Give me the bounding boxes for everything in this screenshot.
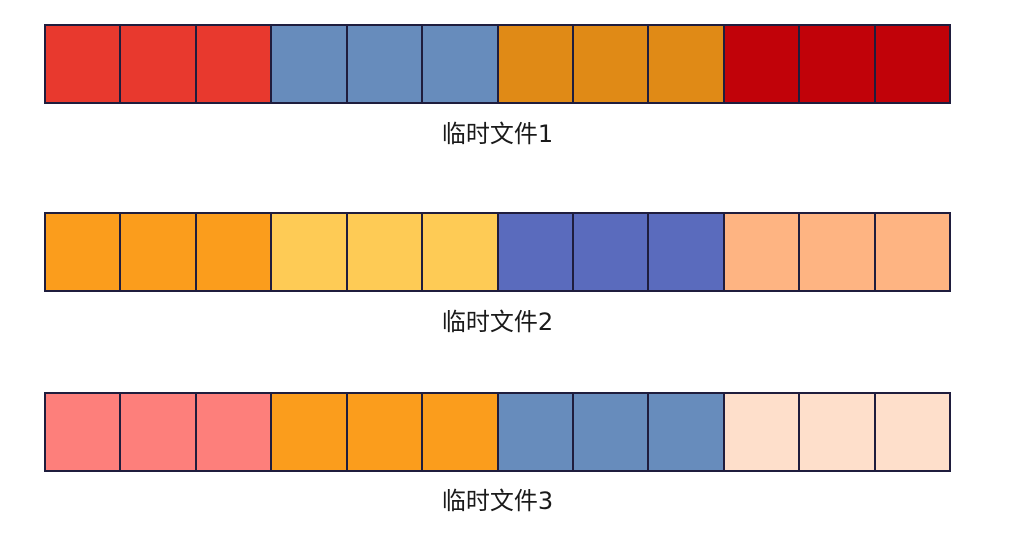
temp-file-3-blocks bbox=[44, 392, 951, 472]
temp-file-2-block-11 bbox=[800, 214, 874, 290]
temp-file-2-block-1 bbox=[46, 214, 120, 290]
temp-file-2-block-7 bbox=[498, 214, 572, 290]
temp-file-3-block-10 bbox=[724, 394, 799, 470]
temp-file-2-block-8 bbox=[573, 214, 648, 290]
temp-file-3-block-2 bbox=[121, 394, 195, 470]
temp-file-3-block-1 bbox=[46, 394, 120, 470]
temp-file-1-block-8 bbox=[573, 26, 648, 102]
temp-file-2-block-12 bbox=[875, 214, 950, 290]
temp-file-3-block-11 bbox=[800, 394, 874, 470]
temp-file-2-block-10 bbox=[724, 214, 799, 290]
temp-file-1-block-4 bbox=[272, 26, 346, 102]
temp-file-1-block-11 bbox=[800, 26, 874, 102]
temp-file-2-label: 临时文件2 bbox=[441, 308, 554, 336]
temp-file-3-label: 临时文件3 bbox=[441, 487, 554, 515]
temp-file-2-block-2 bbox=[121, 214, 195, 290]
temp-file-3-block-7 bbox=[498, 394, 572, 470]
temp-file-3-block-3 bbox=[196, 394, 271, 470]
temp-file-2-blocks bbox=[44, 212, 951, 292]
temp-file-1-block-2 bbox=[121, 26, 195, 102]
temp-file-2-block-3 bbox=[196, 214, 271, 290]
temp-file-1-block-10 bbox=[724, 26, 799, 102]
temp-file-2-block-4 bbox=[272, 214, 346, 290]
temp-file-3-block-12 bbox=[875, 394, 950, 470]
temp-file-3-block-9 bbox=[649, 394, 723, 470]
temp-file-2-block-5 bbox=[347, 214, 422, 290]
temp-file-3-block-5 bbox=[347, 394, 422, 470]
temp-file-1-label: 临时文件1 bbox=[441, 120, 554, 148]
temp-file-1-block-3 bbox=[196, 26, 271, 102]
temp-file-1-blocks bbox=[44, 24, 951, 104]
temp-file-1-block-9 bbox=[649, 26, 723, 102]
temp-file-3-block-4 bbox=[272, 394, 346, 470]
temp-file-2-block-6 bbox=[423, 214, 497, 290]
temp-file-1-block-7 bbox=[498, 26, 572, 102]
temp-file-3-block-6 bbox=[423, 394, 497, 470]
temp-file-3-block-8 bbox=[573, 394, 648, 470]
temp-file-1-block-12 bbox=[875, 26, 950, 102]
temp-file-1-block-1 bbox=[46, 26, 120, 102]
temp-file-1-block-6 bbox=[423, 26, 497, 102]
temp-file-1-block-5 bbox=[347, 26, 422, 102]
temp-file-2-block-9 bbox=[649, 214, 723, 290]
